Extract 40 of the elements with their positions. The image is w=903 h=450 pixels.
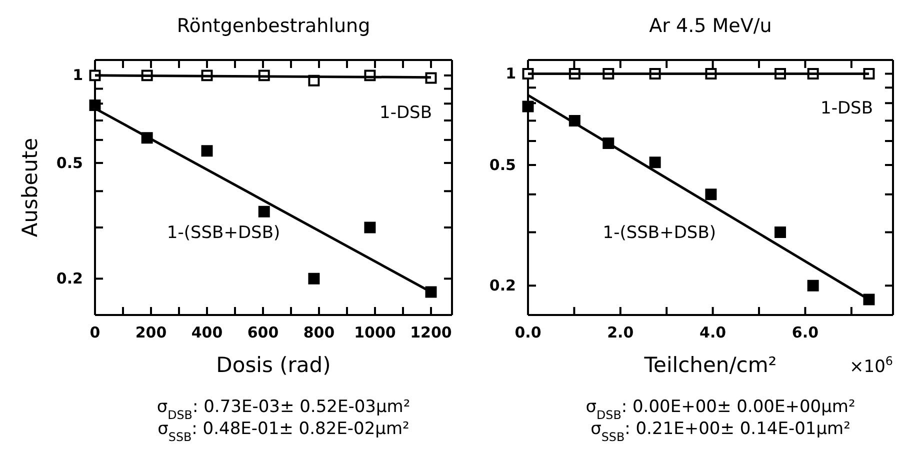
y-tick-label: 1 [72,66,83,84]
series-label: 1-(SSB+DSB) [166,223,280,243]
chart-title: Ar 4.5 MeV/u [649,15,772,37]
text: σ$_{SSB}$: 0.21E+00± 0.14E-01μm² [590,419,850,444]
text: σ$_{DSB}$: 0.73E-03± 0.52E-03μm² [156,397,410,422]
y-tick-label: 0.2 [56,269,83,288]
point [258,206,270,218]
point [705,188,717,200]
x-tick-label: 4.0 [700,324,726,342]
point [201,145,213,157]
chart-title: Röntgenbestrahlung [176,15,370,37]
text: σ$_{DSB}$: 0.00E+00± 0.00E+00μm² [586,397,856,422]
x-tick-label: 400 [191,324,223,342]
x-tick-label: 800 [303,324,335,342]
point [364,222,376,234]
x-tick-label: 0 [90,324,100,342]
y-tick-label: 0.5 [56,154,83,172]
legend-label: 1-DSB [380,102,432,123]
point [807,280,819,292]
x-tick-label: 1200 [410,324,452,342]
x-tick-label: 2.0 [607,324,634,342]
y-axis-title: Ausbeute [18,138,42,238]
y-tick-label: 1 [506,64,516,83]
x-axis-title: Dosis (rad) [216,353,331,377]
x-tick-label: 6.0 [792,324,819,342]
x-tick-label: 1000 [354,324,396,342]
x-tick-label: 200 [135,324,167,342]
text: σ$_{SSB}$: 0.48E-01± 0.82E-02μm² [158,419,410,444]
point [649,156,661,168]
x-tick-label: 0.0 [514,324,542,342]
point [522,100,534,112]
y-tick-label: 0.2 [489,276,516,294]
y-tick-label: 0.5 [489,156,516,174]
x-tick-label: 600 [247,324,279,342]
point [774,226,786,238]
series-label: 1-(SSB+DSB) [602,223,716,243]
x-axis-title: Teilchen/cm² [643,353,777,377]
text: ×10$^{6}$ [850,354,893,377]
legend-label: 1-DSB [820,98,873,119]
point [308,272,320,284]
